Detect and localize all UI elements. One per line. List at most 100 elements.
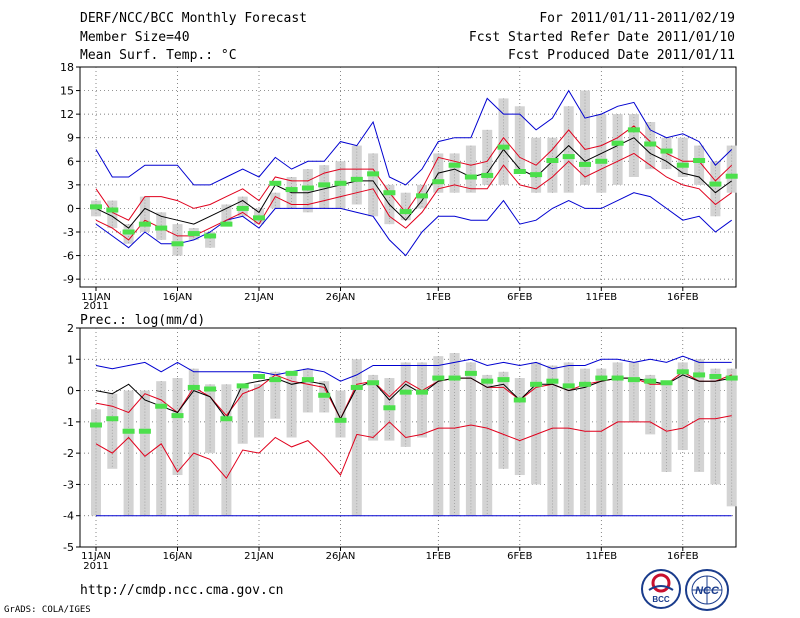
temp-observed-marker <box>383 190 396 196</box>
prec-observed-marker <box>448 375 461 381</box>
temp-observed-marker <box>269 180 282 186</box>
temp-ytick-label: -3 <box>63 226 74 239</box>
temp-observed-marker <box>595 158 608 164</box>
prec-observed-marker <box>481 378 494 384</box>
temp-observed-marker <box>579 161 591 167</box>
temp-observed-marker <box>693 158 706 163</box>
prec-xtick-label: 11JAN <box>81 551 111 562</box>
temp-ytick-label: 6 <box>67 155 74 168</box>
temp-ensemble-mean-line <box>95 137 732 229</box>
temp-observed-marker <box>106 207 119 213</box>
temp-ytick-label: 15 <box>60 85 74 98</box>
temp-observed-marker <box>350 176 363 182</box>
temp-observed-marker <box>416 193 428 199</box>
prec-member-box <box>368 374 379 441</box>
temp-observed-marker <box>204 233 217 239</box>
prec-member-box <box>645 374 656 435</box>
prec-observed-marker <box>513 397 526 403</box>
prec-member-box <box>335 390 346 438</box>
prec-observed-marker <box>253 373 265 379</box>
forecast-period: For 2011/01/11-2011/02/19 <box>539 11 735 26</box>
temp-member-box <box>139 196 150 232</box>
temp-xtick-label: 26JAN <box>326 292 356 303</box>
prec-member-box <box>237 384 248 444</box>
prec-member-box <box>417 362 427 438</box>
prec-observed-marker <box>90 422 102 428</box>
temp-observed-marker <box>676 162 689 168</box>
prec-ytick-label: 1 <box>67 353 74 366</box>
temp-xtick-label: 11FEB <box>585 292 617 303</box>
prec-member-box <box>482 374 493 516</box>
prec-observed-marker <box>497 377 510 383</box>
temp-observed-marker <box>90 204 102 210</box>
temp-member-box <box>107 200 118 229</box>
temp-member-box <box>726 145 737 193</box>
prec-panel-title: Prec.: log(mm/d) <box>80 313 205 328</box>
prec-observed-marker <box>106 416 119 422</box>
temp-ytick-label: 9 <box>67 132 74 145</box>
temp-outer-upper-line <box>95 89 733 186</box>
ncc-logo: NCC <box>684 568 730 612</box>
prec-observed-marker <box>285 370 298 376</box>
source-url[interactable]: http://cmdp.ncc.cma.gov.cn <box>80 583 284 598</box>
temp-observed-marker <box>530 172 543 178</box>
temp-member-box <box>694 145 705 185</box>
temp-member-box <box>351 145 362 205</box>
temp-xtick-label: 16FEB <box>667 292 699 303</box>
prec-member-box <box>596 368 607 516</box>
temp-member-box <box>514 106 525 170</box>
temp-member-box <box>270 192 281 209</box>
prec-ytick-label: -2 <box>63 447 74 460</box>
prec-observed-marker <box>725 375 738 381</box>
temp-observed-marker <box>155 225 168 231</box>
prec-observed-marker <box>693 372 706 378</box>
prec-member-box <box>531 362 542 485</box>
prec-observed-marker <box>220 416 233 422</box>
prec-observed-marker <box>464 370 477 376</box>
prec-member-box <box>107 393 118 469</box>
temp-member-box <box>465 145 476 193</box>
temp-member-box <box>498 98 509 185</box>
prec-observed-marker <box>155 403 168 409</box>
temp-observed-marker <box>138 221 151 227</box>
prec-observed-marker <box>530 381 543 387</box>
prec-observed-marker <box>709 373 722 379</box>
prec-observed-marker <box>611 375 624 381</box>
prec-ytick-label: -5 <box>63 541 74 554</box>
variable-label: Mean Surf. Temp.: °C <box>80 48 237 63</box>
prec-member-box <box>123 390 134 516</box>
prec-observed-marker <box>301 377 314 383</box>
temp-observed-marker <box>399 209 412 215</box>
temp-observed-marker <box>187 231 200 237</box>
prec-member-box <box>221 384 232 516</box>
prec-member-box <box>628 362 639 422</box>
prec-member-box <box>612 362 623 516</box>
temp-member-box <box>368 153 379 217</box>
prec-observed-marker <box>562 383 575 389</box>
temp-observed-marker <box>562 154 575 160</box>
prec-ytick-label: -4 <box>63 510 74 523</box>
prec-observed-marker <box>546 378 559 384</box>
prec-observed-marker <box>416 389 428 395</box>
prec-observed-marker <box>187 384 200 390</box>
temp-observed-marker <box>481 172 494 178</box>
forecast-produced-date: Fcst Produced Date 2011/01/11 <box>508 48 735 63</box>
bcc-logo-text: BCC <box>652 595 670 604</box>
prec-observed-marker <box>236 383 249 389</box>
prec-member-box <box>286 371 297 438</box>
temp-observed-marker <box>448 162 461 168</box>
temp-observed-marker <box>709 181 722 187</box>
prec-xtick-label: 1FEB <box>426 551 451 562</box>
temp-member-box <box>612 114 623 185</box>
temp-ytick-label: 3 <box>67 179 74 192</box>
temp-observed-marker <box>725 173 738 179</box>
temp-member-box <box>400 192 411 221</box>
temp-observed-marker <box>367 171 380 177</box>
temp-observed-marker <box>171 241 184 247</box>
prec-observed-marker <box>660 380 673 386</box>
temp-observed-marker <box>122 229 135 235</box>
temp-observed-marker <box>644 141 657 147</box>
temp-observed-marker <box>220 221 233 227</box>
prec-ytick-label: -3 <box>63 478 74 491</box>
